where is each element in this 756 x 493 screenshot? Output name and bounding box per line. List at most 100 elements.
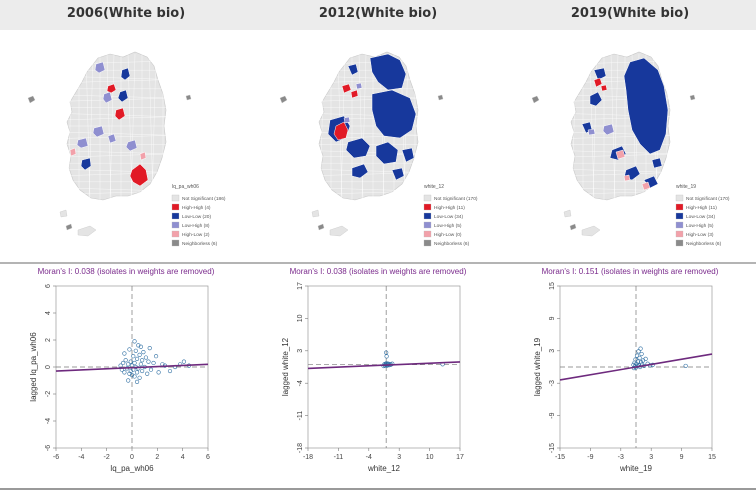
y-axis-label: lagged white_12 bbox=[281, 337, 290, 396]
district-border bbox=[571, 53, 577, 201]
district-border bbox=[65, 172, 169, 176]
district-border bbox=[319, 53, 325, 201]
legend-swatch bbox=[675, 239, 684, 247]
scatter-point bbox=[127, 371, 132, 376]
district-border bbox=[65, 190, 169, 195]
scatter-point bbox=[133, 348, 138, 353]
x-tick-label: 15 bbox=[708, 454, 716, 461]
island-neighborless bbox=[531, 95, 540, 104]
district-border bbox=[109, 53, 115, 201]
district-border bbox=[317, 187, 421, 192]
map-title-2019: 2019(White bio) bbox=[570, 6, 690, 21]
regression-line bbox=[559, 353, 713, 381]
x-tick-label: 0 bbox=[130, 454, 134, 461]
scatter-point bbox=[136, 366, 141, 371]
scatter-point bbox=[134, 356, 140, 361]
moran-scatter-2019: Moran's I: 0.151 (isolates in weights ar… bbox=[504, 266, 756, 488]
lisa-region-low-low bbox=[369, 53, 407, 91]
scatter-point bbox=[140, 368, 145, 374]
legend-label: Low-High (5) bbox=[686, 223, 714, 229]
lisa-region-low-low bbox=[351, 163, 369, 179]
district-border bbox=[592, 53, 598, 201]
scatter-point bbox=[126, 378, 131, 383]
island-neighborless bbox=[279, 95, 288, 104]
scatter-point bbox=[156, 370, 161, 375]
legend-swatch bbox=[171, 230, 180, 238]
x-tick-label: -15 bbox=[555, 454, 565, 461]
x-tick-label: 9 bbox=[680, 454, 684, 461]
x-tick-label: -2 bbox=[104, 454, 110, 461]
scatter-point bbox=[127, 347, 132, 352]
legend-swatch bbox=[171, 221, 180, 229]
lisa-region-low-low bbox=[375, 141, 399, 165]
district-border bbox=[569, 172, 673, 176]
scatter-point bbox=[132, 360, 137, 366]
legend-title: lq_pa_wh06 bbox=[172, 184, 199, 190]
scatter-point bbox=[137, 352, 142, 357]
lisa-region-high-low bbox=[641, 181, 651, 191]
scatter-point bbox=[126, 362, 131, 367]
legend-swatch bbox=[171, 239, 180, 247]
island-neighborless bbox=[185, 94, 192, 101]
x-tick-label: 3 bbox=[397, 454, 401, 461]
lisa-region-low-high bbox=[102, 91, 113, 104]
x-tick-label: -4 bbox=[78, 454, 84, 461]
x-tick-label: 2 bbox=[155, 454, 159, 461]
district-border bbox=[106, 53, 112, 201]
district-border bbox=[65, 97, 169, 102]
district-border bbox=[88, 53, 94, 201]
y-tick-label: -2 bbox=[45, 391, 52, 397]
legend-label: High-High (11) bbox=[434, 205, 465, 211]
scatter-point bbox=[633, 357, 638, 362]
scatter-point bbox=[136, 343, 141, 348]
legend-label: Low-High (5) bbox=[434, 223, 462, 229]
moran-scatter-2006: Moran's I: 0.038 (isolates in weights ar… bbox=[0, 266, 252, 488]
bottom-rule bbox=[0, 488, 756, 490]
scatter-point bbox=[637, 355, 642, 360]
scatter-point bbox=[128, 368, 133, 374]
y-tick-label: -18 bbox=[297, 443, 304, 453]
legend-label: Neighborless (6) bbox=[686, 241, 722, 247]
lisa-region-high-low bbox=[139, 151, 147, 161]
lisa-region-low-low bbox=[401, 147, 415, 163]
scatter-point bbox=[140, 358, 145, 363]
district-border bbox=[65, 169, 169, 173]
district-border bbox=[65, 150, 169, 155]
legend-label: Low-Low (34) bbox=[686, 214, 715, 220]
district-border bbox=[85, 53, 91, 201]
legend-label: High-High (11) bbox=[686, 205, 717, 211]
district-border bbox=[65, 94, 169, 99]
lisa-region-low-high bbox=[602, 123, 615, 136]
district-border bbox=[317, 60, 421, 65]
x-tick-label: 6 bbox=[206, 454, 210, 461]
lisa-region-low-high bbox=[355, 82, 363, 90]
x-tick-label: -9 bbox=[587, 454, 593, 461]
lisa-region-high-high bbox=[114, 107, 126, 121]
lisa-region-low-low bbox=[391, 167, 405, 181]
district-border bbox=[569, 187, 673, 192]
lisa-map-2012: white_12 Not Significant (170) High-High (… bbox=[252, 30, 504, 262]
lisa-region-low-low bbox=[117, 89, 129, 103]
legend-swatch bbox=[423, 203, 432, 211]
island-neighborless bbox=[27, 95, 36, 104]
map-title-2006: 2006(White bio) bbox=[66, 6, 186, 21]
lisa-region-low-low bbox=[120, 67, 131, 81]
scatter-point bbox=[639, 351, 644, 357]
lisa-region-low-low bbox=[80, 157, 92, 171]
x-tick-label: 10 bbox=[426, 454, 434, 461]
island-neighborless bbox=[569, 223, 577, 231]
y-tick-label: 15 bbox=[549, 282, 556, 290]
scatter-point bbox=[147, 345, 152, 351]
legend-label: Not Significant (170) bbox=[686, 196, 730, 202]
legend-swatch bbox=[423, 230, 432, 238]
scatter-point bbox=[153, 354, 159, 359]
moran-title-2012: Moran's I: 0.038 (isolates in weights ar… bbox=[289, 267, 467, 276]
x-tick-label: 4 bbox=[181, 454, 185, 461]
scatter-point bbox=[122, 351, 127, 356]
y-tick-label: 17 bbox=[297, 282, 304, 290]
district-border bbox=[151, 53, 157, 201]
regression-line bbox=[307, 361, 461, 370]
y-tick-label: 0 bbox=[45, 365, 52, 369]
lisa-region-low-low bbox=[589, 91, 603, 107]
y-tick-label: 4 bbox=[45, 311, 52, 315]
